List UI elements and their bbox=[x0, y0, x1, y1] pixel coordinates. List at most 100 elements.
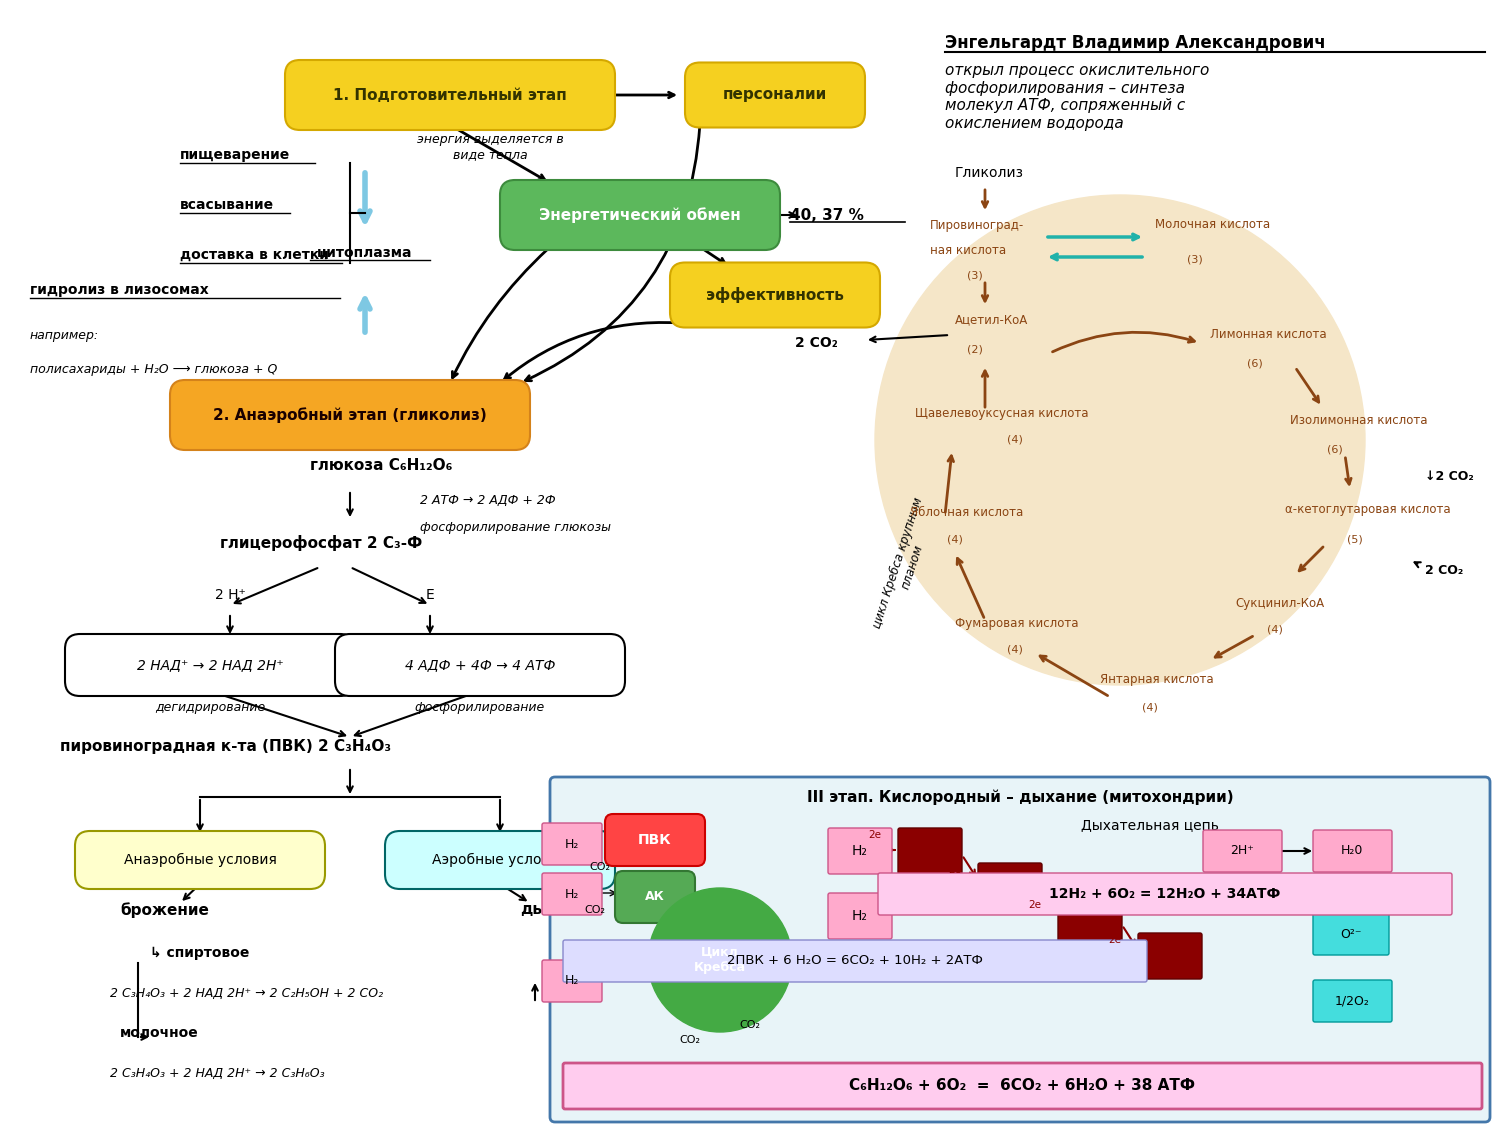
Text: гидролиз в лизосомах: гидролиз в лизосомах bbox=[30, 284, 208, 297]
Text: 2e: 2e bbox=[1029, 900, 1041, 910]
FancyBboxPatch shape bbox=[386, 831, 615, 889]
Text: Щавелевоуксусная кислота: Щавелевоуксусная кислота bbox=[915, 406, 1089, 420]
Text: H₂: H₂ bbox=[852, 909, 868, 922]
Text: 2e: 2e bbox=[948, 865, 962, 875]
FancyBboxPatch shape bbox=[75, 831, 326, 889]
Text: 12H₂ + 6O₂ = 12H₂O + 34АТФ: 12H₂ + 6O₂ = 12H₂O + 34АТФ bbox=[1050, 886, 1281, 901]
Text: Янтарная кислота: Янтарная кислота bbox=[1100, 674, 1214, 686]
Text: брожение: брожение bbox=[120, 902, 208, 918]
FancyBboxPatch shape bbox=[170, 380, 530, 450]
Text: Изолимонная кислота: Изолимонная кислота bbox=[1290, 414, 1428, 426]
Text: цикл Кребса крупным
планом: цикл Кребса крупным планом bbox=[870, 496, 939, 634]
FancyBboxPatch shape bbox=[828, 828, 892, 874]
Text: Молочная кислота: Молочная кислота bbox=[1155, 218, 1270, 232]
Text: эффективность: эффективность bbox=[706, 287, 844, 303]
Text: С₆Н₁₂О₆ + 6О₂  =  6СО₂ + 6Н₂О + 38 АТФ: С₆Н₁₂О₆ + 6О₂ = 6СО₂ + 6Н₂О + 38 АТФ bbox=[849, 1079, 1196, 1094]
FancyBboxPatch shape bbox=[500, 180, 780, 250]
FancyBboxPatch shape bbox=[604, 814, 705, 866]
Text: полисахариды + H₂O ⟶ глюкоза + Q: полисахариды + H₂O ⟶ глюкоза + Q bbox=[30, 363, 278, 377]
Text: O²⁻: O²⁻ bbox=[1341, 927, 1362, 940]
Text: Дыхательная цепь: Дыхательная цепь bbox=[1082, 818, 1220, 832]
FancyBboxPatch shape bbox=[898, 828, 962, 874]
Text: персоналии: персоналии bbox=[723, 88, 827, 102]
FancyBboxPatch shape bbox=[550, 777, 1490, 1122]
Text: Аэробные условия: Аэробные условия bbox=[432, 853, 567, 867]
Text: пировиноградная к-та (ПВК) 2 С₃Н₄О₃: пировиноградная к-та (ПВК) 2 С₃Н₄О₃ bbox=[60, 739, 392, 755]
Text: H₂: H₂ bbox=[566, 837, 579, 850]
Text: 1. Подготовительный этап: 1. Подготовительный этап bbox=[333, 88, 567, 102]
FancyBboxPatch shape bbox=[334, 634, 626, 696]
Circle shape bbox=[648, 888, 792, 1032]
Text: Лимонная кислота: Лимонная кислота bbox=[1210, 328, 1326, 342]
FancyBboxPatch shape bbox=[1138, 933, 1202, 979]
Text: глицерофосфат 2 С₃-Ф: глицерофосфат 2 С₃-Ф bbox=[220, 536, 423, 551]
Text: III этап. Кислородный – дыхание (митохондрии): III этап. Кислородный – дыхание (митохон… bbox=[807, 790, 1233, 804]
Text: Энгельгардт Владимир Александрович: Энгельгардт Владимир Александрович bbox=[945, 34, 1326, 52]
Text: энергия выделяется в
виде тепла: энергия выделяется в виде тепла bbox=[417, 133, 564, 161]
Text: CO₂: CO₂ bbox=[585, 904, 606, 915]
FancyBboxPatch shape bbox=[562, 1063, 1482, 1109]
Text: 2 H⁺: 2 H⁺ bbox=[214, 588, 246, 602]
Text: 2e: 2e bbox=[868, 830, 882, 840]
Text: 2. Анаэробный этап (гликолиз): 2. Анаэробный этап (гликолиз) bbox=[213, 407, 488, 423]
Text: 40, 37 %: 40, 37 % bbox=[790, 207, 864, 223]
Text: (6): (6) bbox=[1328, 446, 1342, 454]
Text: Пировиноград-: Пировиноград- bbox=[930, 218, 1024, 232]
FancyBboxPatch shape bbox=[64, 634, 356, 696]
Text: (5): (5) bbox=[1347, 536, 1364, 544]
Text: фосфорилирование: фосфорилирование bbox=[416, 701, 544, 713]
Text: Фумаровая кислота: Фумаровая кислота bbox=[956, 616, 1078, 630]
Text: Цикл
Кребса: Цикл Кребса bbox=[694, 946, 746, 974]
Text: H₂: H₂ bbox=[852, 844, 868, 858]
Text: 2 АТФ → 2 АДФ + 2Ф: 2 АТФ → 2 АДФ + 2Ф bbox=[420, 494, 555, 506]
Text: CO₂: CO₂ bbox=[680, 1035, 700, 1045]
FancyBboxPatch shape bbox=[1312, 830, 1392, 872]
Text: 2 НАД⁺ → 2 НАД 2Н⁺: 2 НАД⁺ → 2 НАД 2Н⁺ bbox=[136, 658, 284, 672]
FancyBboxPatch shape bbox=[285, 60, 615, 130]
Text: дегидрирование: дегидрирование bbox=[154, 701, 266, 713]
Text: всасывание: всасывание bbox=[180, 198, 274, 212]
Text: Гликолиз: Гликолиз bbox=[956, 166, 1024, 180]
Text: (4): (4) bbox=[946, 536, 963, 544]
Text: АК: АК bbox=[645, 891, 664, 903]
Text: Сукцинил-КоА: Сукцинил-КоА bbox=[1234, 596, 1324, 610]
Text: 4 АДФ + 4Ф → 4 АТФ: 4 АДФ + 4Ф → 4 АТФ bbox=[405, 658, 555, 672]
Text: (4): (4) bbox=[1007, 645, 1023, 655]
FancyBboxPatch shape bbox=[615, 871, 695, 922]
Text: Ацетил-КоА: Ацетил-КоА bbox=[956, 314, 1029, 326]
FancyBboxPatch shape bbox=[1312, 980, 1392, 1022]
FancyBboxPatch shape bbox=[686, 63, 865, 127]
Text: Анаэробные условия: Анаэробные условия bbox=[123, 853, 276, 867]
Text: молочное: молочное bbox=[120, 1026, 198, 1040]
Text: 2ПВК + 6 H₂O = 6CO₂ + 10H₂ + 2АТФ: 2ПВК + 6 H₂O = 6CO₂ + 10H₂ + 2АТФ bbox=[728, 954, 982, 968]
Text: (3): (3) bbox=[968, 270, 982, 280]
FancyBboxPatch shape bbox=[542, 824, 602, 865]
Text: ная кислота: ная кислота bbox=[930, 243, 1007, 256]
FancyBboxPatch shape bbox=[1203, 830, 1282, 872]
Text: H₂: H₂ bbox=[566, 974, 579, 988]
Text: цитоплазма: цитоплазма bbox=[318, 246, 413, 260]
Text: H₂0: H₂0 bbox=[1341, 845, 1364, 857]
FancyBboxPatch shape bbox=[1312, 914, 1389, 955]
Text: фосфорилирование глюкозы: фосфорилирование глюкозы bbox=[420, 522, 610, 534]
Text: 2H⁺: 2H⁺ bbox=[1230, 845, 1254, 857]
Text: (4): (4) bbox=[1142, 702, 1158, 712]
FancyBboxPatch shape bbox=[542, 960, 602, 1002]
Text: (3): (3) bbox=[1186, 255, 1203, 266]
Text: α-кетоглутаровая кислота: α-кетоглутаровая кислота bbox=[1286, 504, 1450, 516]
Text: (4): (4) bbox=[1007, 435, 1023, 446]
FancyBboxPatch shape bbox=[1058, 898, 1122, 944]
Text: 1/2O₂: 1/2O₂ bbox=[1335, 994, 1370, 1008]
FancyBboxPatch shape bbox=[562, 940, 1148, 982]
Text: ПВК: ПВК bbox=[638, 832, 672, 847]
Text: 2 CO₂: 2 CO₂ bbox=[795, 336, 838, 350]
Text: ↳ спиртовое: ↳ спиртовое bbox=[150, 946, 249, 960]
Text: CO₂: CO₂ bbox=[590, 862, 610, 872]
Text: (4): (4) bbox=[1268, 626, 1282, 634]
Text: (6): (6) bbox=[1246, 358, 1263, 368]
Text: дыхание: дыхание bbox=[520, 902, 599, 918]
Circle shape bbox=[874, 195, 1365, 685]
Text: Яблочная кислота: Яблочная кислота bbox=[910, 506, 1023, 520]
Text: глюкоза C₆H₁₂O₆: глюкоза C₆H₁₂O₆ bbox=[310, 458, 453, 472]
Text: CO₂: CO₂ bbox=[740, 1020, 760, 1030]
